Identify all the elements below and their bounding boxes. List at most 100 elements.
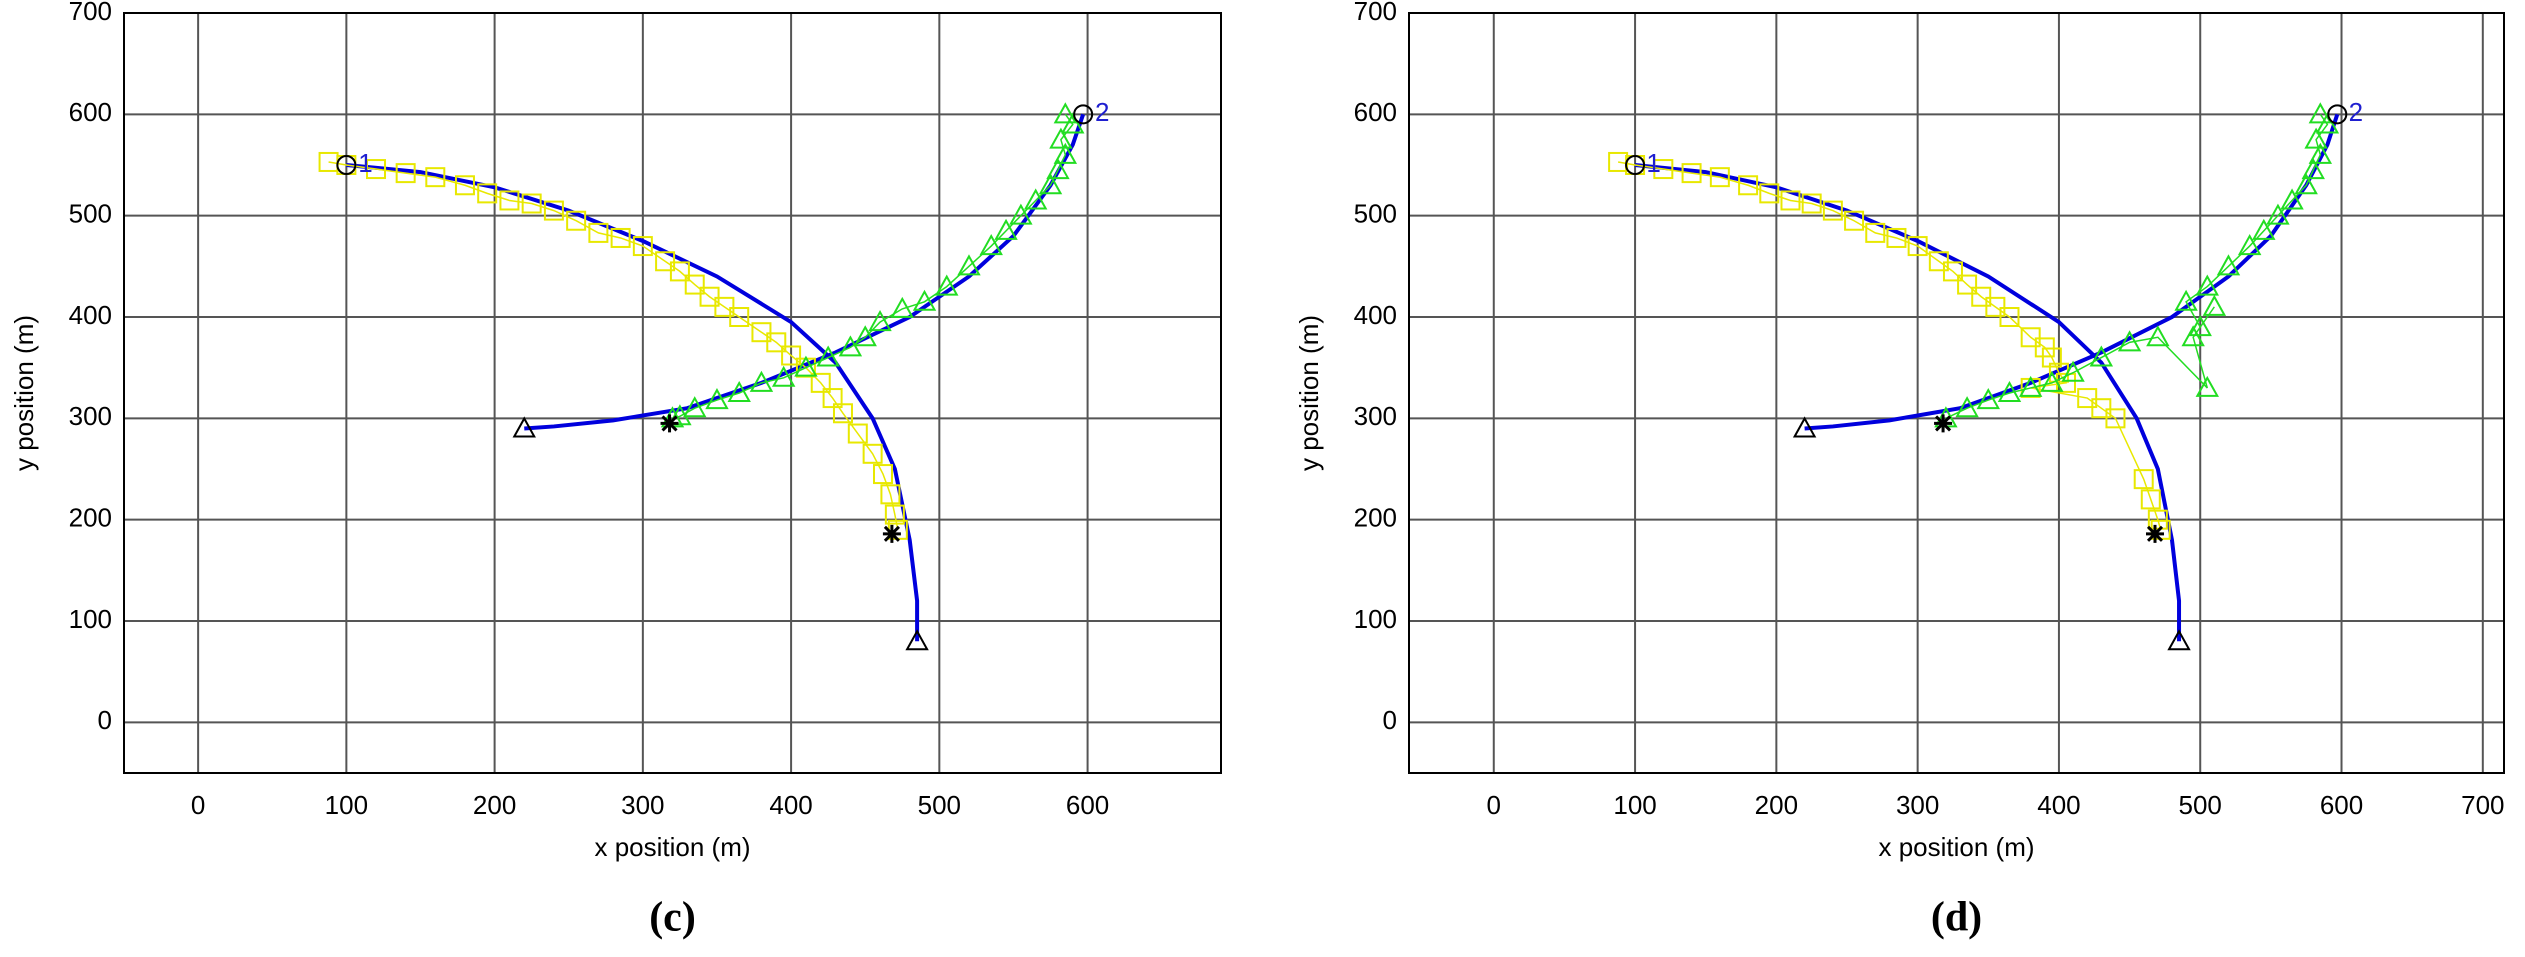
triangle-marker	[2252, 218, 2276, 240]
asterisk-marker	[2146, 524, 2165, 543]
triangle-marker	[1976, 388, 2000, 410]
triangle-marker	[1061, 112, 1085, 134]
triangle-marker	[1049, 127, 1073, 149]
triangle-marker	[2237, 234, 2262, 256]
triangle-marker	[1997, 380, 2022, 402]
triangle-marker	[668, 404, 692, 426]
square-marker	[1844, 210, 1865, 231]
triangle-marker	[794, 355, 818, 377]
y-tick-label: 0	[1383, 705, 1397, 735]
annotation: 1	[358, 148, 372, 178]
square-marker	[880, 484, 901, 505]
y-tick-label: 200	[1354, 503, 1397, 533]
square-marker	[1653, 159, 1674, 180]
triangle-marker	[2089, 345, 2114, 367]
triangle-marker	[2040, 370, 2064, 392]
y-tick-label: 100	[1354, 604, 1397, 634]
square-marker	[1681, 163, 1702, 184]
square-marker	[1780, 190, 1801, 211]
square-marker	[1886, 227, 1907, 248]
x-tick-label: 500	[2179, 790, 2222, 820]
estimate-track	[328, 161, 899, 530]
square-marker	[1957, 274, 1978, 295]
square-marker	[1738, 175, 1759, 196]
x-tick-label: 0	[191, 790, 205, 820]
triangle-marker	[979, 234, 1003, 256]
y-tick-label: 500	[69, 199, 112, 229]
triangle-marker	[512, 416, 536, 438]
square-marker	[810, 372, 831, 393]
square-marker	[832, 403, 853, 424]
triangle-marker	[1053, 102, 1078, 124]
x-tick-label: 500	[918, 790, 961, 820]
annotation: 2	[2349, 97, 2363, 127]
triangle-marker	[1053, 142, 1078, 164]
square-marker	[873, 464, 894, 485]
y-tick-label: 400	[1354, 300, 1397, 330]
square-marker	[684, 274, 705, 295]
x-tick-label: 700	[2461, 790, 2504, 820]
x-tick-label: 0	[1487, 790, 1501, 820]
y-tick-label: 300	[1354, 401, 1397, 431]
triangle-marker	[2018, 375, 2043, 397]
trajectory	[1634, 163, 2182, 642]
square-marker	[699, 286, 720, 307]
square-marker	[477, 183, 498, 204]
triangle-marker	[2315, 112, 2340, 134]
square-marker	[543, 200, 564, 221]
plot-frame	[123, 12, 1222, 774]
triangle-marker	[2308, 102, 2333, 124]
triangle-marker	[816, 345, 840, 367]
triangle-marker	[2266, 203, 2290, 225]
caption: (d)	[1931, 895, 1982, 941]
square-marker	[2091, 398, 2112, 419]
estimate-track	[1945, 113, 2329, 420]
y-tick-label: 100	[69, 604, 112, 634]
y-axis-label: y position (m)	[9, 315, 39, 471]
triangle-marker	[2294, 173, 2318, 195]
y-tick-label: 700	[69, 0, 112, 26]
square-marker	[1928, 251, 1949, 272]
y-axis-label: y position (m)	[1294, 315, 1324, 471]
triangle-marker	[2181, 325, 2205, 347]
triangle-marker	[912, 289, 937, 311]
square-marker	[884, 504, 905, 525]
asterisk-marker	[660, 414, 679, 433]
y-tick-label: 400	[69, 300, 112, 330]
square-marker	[2077, 388, 2098, 409]
triangle-marker	[2308, 142, 2333, 164]
x-tick-label: 100	[325, 790, 368, 820]
triangle-marker	[2061, 360, 2085, 382]
y-tick-label: 600	[69, 97, 112, 127]
y-tick-label: 300	[69, 401, 112, 431]
annotation: 1	[1646, 148, 1660, 178]
triangle-marker	[2195, 375, 2219, 397]
square-marker	[1709, 167, 1730, 188]
triangle-marker	[2280, 188, 2304, 210]
square-marker	[822, 388, 843, 409]
square-marker	[766, 332, 787, 353]
x-axis-label: x position (m)	[1878, 832, 2034, 862]
triangle-marker	[2202, 294, 2227, 316]
triangle-marker	[1955, 396, 1979, 418]
square-marker	[1971, 286, 1992, 307]
triangle-marker	[2167, 629, 2191, 651]
triangle-marker	[2304, 127, 2328, 149]
x-axis-label: x position (m)	[594, 832, 750, 862]
triangle-marker	[935, 274, 959, 296]
y-tick-label: 500	[1354, 199, 1397, 229]
x-tick-label: 100	[1613, 790, 1656, 820]
square-marker	[521, 193, 542, 214]
x-tick-label: 600	[1066, 790, 1109, 820]
triangle-marker	[853, 325, 877, 347]
square-marker	[566, 210, 587, 231]
square-marker	[1865, 222, 1886, 243]
trajectory	[524, 113, 1086, 431]
square-marker	[1942, 261, 1963, 282]
triangle-marker	[1024, 188, 1048, 210]
square-marker	[395, 163, 416, 184]
square-marker	[425, 167, 446, 188]
x-tick-label: 600	[2320, 790, 2363, 820]
triangle-marker	[890, 296, 914, 318]
circle-marker	[1625, 155, 1646, 175]
